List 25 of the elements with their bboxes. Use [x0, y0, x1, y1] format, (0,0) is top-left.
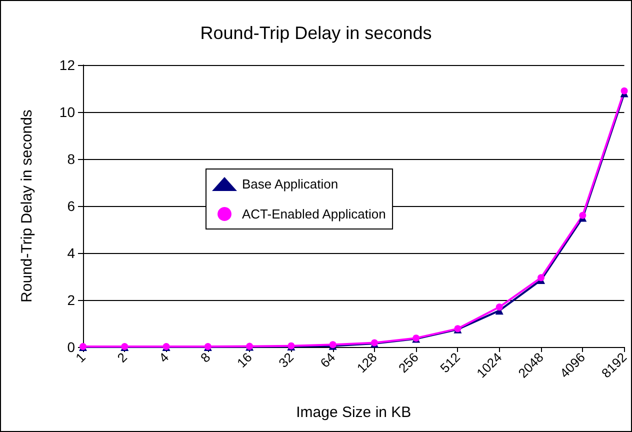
x-tick-label: 16 [234, 350, 255, 371]
x-tick-label: 32 [276, 350, 296, 371]
x-axis-title: Image Size in KB [296, 404, 412, 421]
y-tick-label: 8 [67, 151, 76, 167]
x-tick-label: 2 [114, 350, 130, 366]
x-tick-label: 512 [437, 350, 464, 376]
y-tick-label: 6 [67, 198, 76, 214]
y-tick-label: 0 [67, 339, 76, 355]
x-tick-label: 256 [395, 350, 422, 376]
point [538, 274, 545, 282]
y-tick-label: 2 [67, 292, 76, 308]
chart-title: Round-Trip Delay in seconds [200, 23, 432, 43]
y-axis-title: Round-Trip Delay in seconds [18, 110, 36, 302]
x-tick-label: 4 [156, 350, 172, 366]
x-tick-label: 64 [317, 350, 338, 371]
y-tick-label: 10 [59, 104, 76, 120]
point [579, 212, 586, 219]
y-tick-label: 12 [59, 57, 76, 73]
y-tick-label: 4 [67, 245, 76, 261]
legend-label: Base Application [242, 176, 338, 192]
x-tick-label: 128 [354, 350, 380, 376]
point [496, 304, 503, 311]
x-tick-label: 8 [197, 350, 214, 366]
legend-label: ACT-Enabled Application [242, 206, 386, 222]
point [620, 87, 628, 94]
